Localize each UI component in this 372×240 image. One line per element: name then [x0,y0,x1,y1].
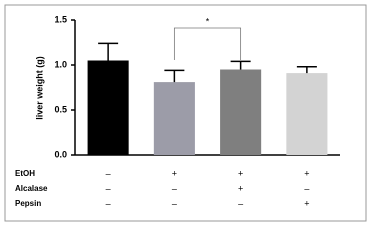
frame [4,4,367,222]
bar [286,73,328,155]
row-label: Alcalase [15,184,48,193]
y-tick-label: 0.5 [54,104,67,114]
treatment-mark: + [304,168,309,178]
error-bar [296,66,317,74]
treatment-mark: + [304,198,309,208]
treatment-mark: – [238,198,243,208]
treatment-mark: – [172,183,177,193]
row-label: EtOH [15,169,35,178]
treatment-mark: + [238,168,243,178]
treatment-mark: – [106,198,111,208]
bar [153,82,195,155]
chart: liver weight (g) 0.0 0.5 1.0 1.5 * EtOH – + + + Al… [4,4,367,222]
treatment-mark: – [106,183,111,193]
y-tick-label: 1.0 [54,59,67,69]
significance-label: * [206,16,210,26]
y-tick-label: 0.0 [54,149,67,159]
error-bar [98,42,119,61]
y-tick-label: 1.5 [54,14,67,24]
treatment-mark: – [106,168,111,178]
significance-bracket [173,27,242,60]
error-bar [230,60,251,70]
treatment-mark: + [238,183,243,193]
error-bar [164,69,185,83]
bar [220,69,262,155]
row-label: Pepsin [15,199,41,208]
treatment-mark: – [172,198,177,208]
treatment-mark: – [304,183,309,193]
treatment-mark: + [172,168,177,178]
bar [87,60,129,155]
y-axis-label: liver weight (g) [34,56,44,120]
